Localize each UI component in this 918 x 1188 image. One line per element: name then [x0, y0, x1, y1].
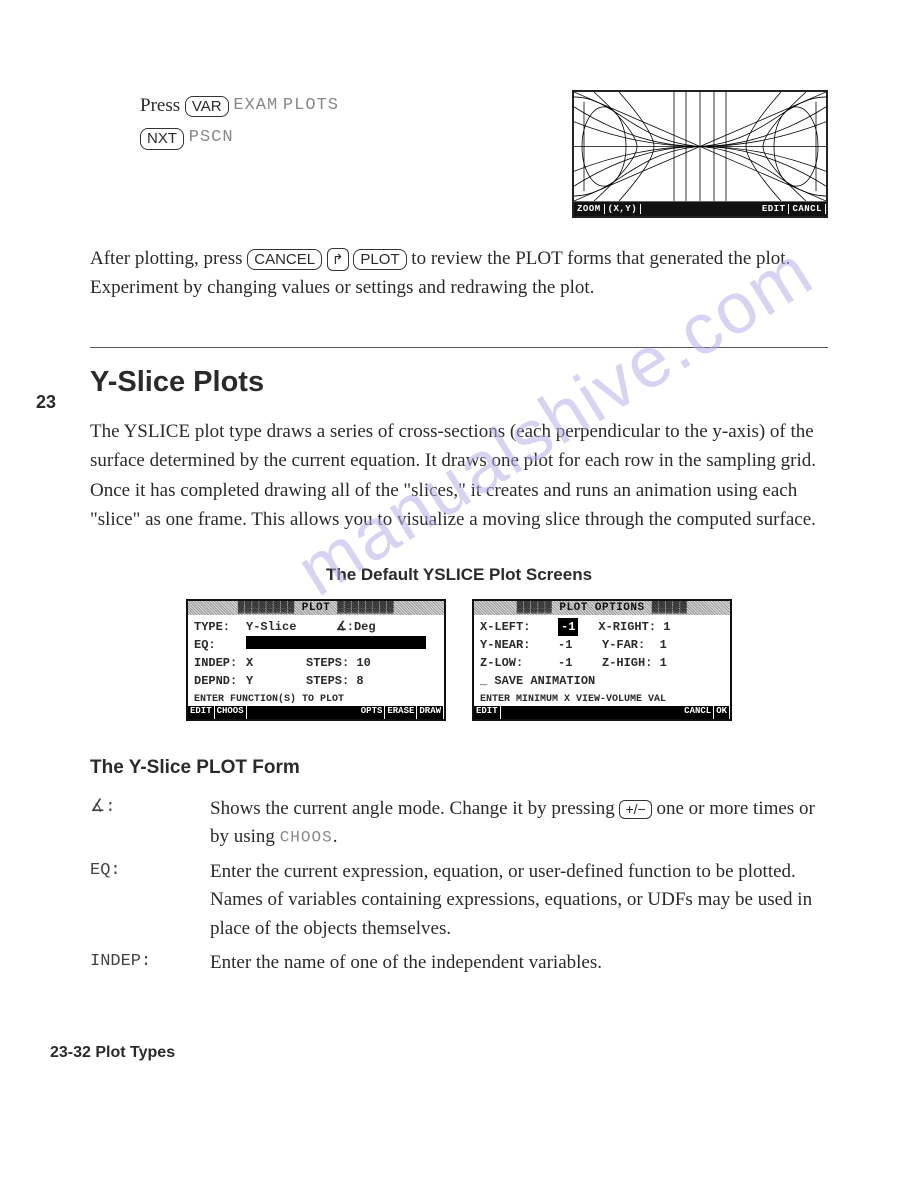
eq-label: EQ: — [194, 636, 246, 654]
definitions-table: ∡: Shows the current angle mode. Change … — [90, 795, 828, 984]
menu-gap — [501, 706, 683, 719]
depnd-value: Y — [246, 672, 306, 690]
indep-label: INDEP: — [194, 654, 246, 672]
def-angle-desc: Shows the current angle mode. Change it … — [210, 795, 828, 858]
def-eq-term: EQ: — [90, 858, 210, 950]
angle-desc-c: . — [333, 826, 338, 847]
def-eq-desc: Enter the current expression, equation, … — [210, 858, 828, 950]
plot-options-screen: ▓▓▓▓▓ PLOT OPTIONS ▓▓▓▓▓ X-LEFT: -1 X-RI… — [472, 599, 732, 721]
depnd-label: DEPND: — [194, 672, 246, 690]
para-text-a: After plotting, press — [90, 248, 247, 269]
softkey-exam: EXAM — [233, 96, 278, 115]
intro-paragraph: The YSLICE plot type draws a series of c… — [90, 417, 828, 535]
press-instruction: Press VAR EXAM PLOTS NXT PSCN — [140, 90, 542, 218]
menu-edit: EDIT — [474, 706, 501, 719]
screens-row: ▓▓▓▓▓▓▓▓ PLOT ▓▓▓▓▓▓▓▓ TYPE: Y-Slice ∡: … — [90, 599, 828, 721]
key-var: VAR — [185, 96, 229, 118]
def-indep-term: INDEP: — [90, 949, 210, 984]
angle-label: ∡: — [336, 618, 354, 636]
angle-value: Deg — [354, 618, 376, 636]
menu-gap — [247, 706, 359, 719]
after-plot-paragraph: After plotting, press CANCEL ↱ PLOT to r… — [90, 244, 828, 303]
key-nxt: NXT — [140, 128, 184, 150]
default-screens-heading: The Default YSLICE Plot Screens — [90, 565, 828, 585]
def-angle: ∡: Shows the current angle mode. Change … — [90, 795, 828, 858]
menu-edit: EDIT — [759, 204, 790, 214]
form1-menu: EDIT CHOOS OPTS ERASE DRAW — [188, 706, 444, 719]
save-animation-label: _ SAVE ANIMATION — [480, 672, 724, 690]
xleft-value: -1 — [558, 618, 578, 636]
press-prefix: Press — [140, 95, 180, 116]
yfar-value: 1 — [660, 636, 667, 654]
menu-edit: EDIT — [188, 706, 215, 719]
def-indep: INDEP: Enter the name of one of the inde… — [90, 949, 828, 984]
zlow-label: Z-LOW: — [480, 654, 558, 672]
menu-erase: ERASE — [385, 706, 417, 719]
form1-help: ENTER FUNCTION(S) TO PLOT — [188, 692, 444, 706]
def-eq: EQ: Enter the current expression, equati… — [90, 858, 828, 950]
calculator-plot-screen: ZOOM (X,Y) EDIT CANCL — [572, 90, 828, 218]
menu-opts: OPTS — [359, 706, 386, 719]
form2-title-text: PLOT OPTIONS — [559, 602, 644, 614]
menu-cancl: CANCL — [789, 204, 826, 214]
menu-draw: DRAW — [417, 706, 444, 719]
steps1-value: 10 — [356, 654, 370, 672]
plot-menu-bar: ZOOM (X,Y) EDIT CANCL — [574, 202, 826, 216]
zhigh-label: Z-HIGH: — [602, 654, 652, 672]
plot-graphic — [574, 92, 826, 202]
form1-title-text: PLOT — [302, 602, 330, 614]
xleft-label: X-LEFT: — [480, 618, 558, 636]
yfar-label: Y-FAR: — [602, 636, 645, 654]
eq-field-highlight — [246, 636, 426, 649]
type-value: Y-Slice — [246, 618, 336, 636]
yslice-form-heading: The Y-Slice PLOT Form — [90, 757, 828, 779]
key-plusminus: +/− — [619, 800, 651, 819]
type-label: TYPE: — [194, 618, 246, 636]
softkey-plots: PLOTS — [283, 96, 339, 115]
menu-xy: (X,Y) — [605, 204, 642, 214]
key-plot: PLOT — [353, 249, 406, 271]
menu-zoom: ZOOM — [574, 204, 605, 214]
xright-label: X-RIGHT: — [598, 618, 656, 636]
form2-menu: EDIT CANCL OK — [474, 706, 730, 719]
zlow-value: -1 — [558, 654, 602, 672]
angle-desc-a: Shows the current angle mode. Change it … — [210, 798, 619, 819]
form1-title: ▓▓▓▓▓▓▓▓ PLOT ▓▓▓▓▓▓▓▓ — [188, 601, 444, 615]
form2-title: ▓▓▓▓▓ PLOT OPTIONS ▓▓▓▓▓ — [474, 601, 730, 615]
xright-value: 1 — [663, 618, 670, 636]
steps2-label: STEPS: — [306, 672, 349, 690]
softkey-choos: CHOOS — [280, 829, 333, 847]
top-instruction-row: Press VAR EXAM PLOTS NXT PSCN — [140, 90, 828, 218]
key-arrow: ↱ — [327, 248, 349, 272]
section-rule — [90, 347, 828, 348]
menu-choos: CHOOS — [215, 706, 247, 719]
plot-form-screen: ▓▓▓▓▓▓▓▓ PLOT ▓▓▓▓▓▓▓▓ TYPE: Y-Slice ∡: … — [186, 599, 446, 721]
softkey-pscn: PSCN — [189, 128, 234, 147]
def-angle-term: ∡: — [90, 795, 210, 858]
key-cancel: CANCEL — [247, 249, 322, 271]
steps1-label: STEPS: — [306, 654, 349, 672]
zhigh-value: 1 — [660, 654, 667, 672]
chapter-number-margin: 23 — [36, 392, 56, 413]
menu-cancl: CANCL — [682, 706, 714, 719]
form2-help: ENTER MINIMUM X VIEW-VOLUME VAL — [474, 692, 730, 706]
yslice-heading: Y-Slice Plots — [90, 366, 828, 399]
steps2-value: 8 — [356, 672, 363, 690]
menu-ok: OK — [714, 706, 730, 719]
page-footer: 23-32 Plot Types — [50, 1044, 828, 1062]
ynear-label: Y-NEAR: — [480, 636, 558, 654]
def-indep-desc: Enter the name of one of the independent… — [210, 949, 828, 984]
indep-value: X — [246, 654, 306, 672]
ynear-value: -1 — [558, 636, 602, 654]
